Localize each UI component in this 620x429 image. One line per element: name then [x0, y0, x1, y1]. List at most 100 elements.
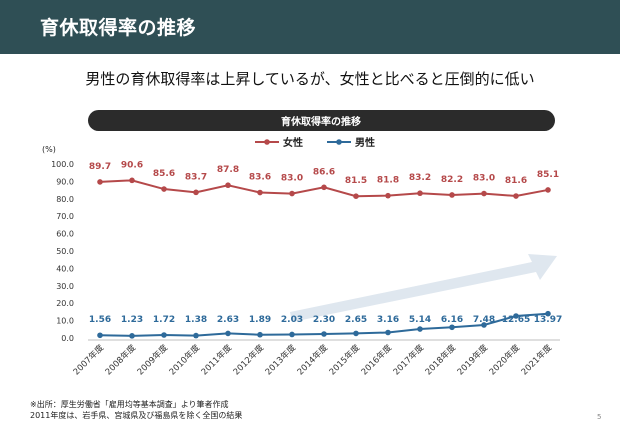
data-point: [257, 331, 263, 338]
data-point: [97, 332, 103, 339]
data-label: 1.38: [185, 315, 207, 325]
footnote-note: 2011年度は、岩手県、宮城県及び福島県を除く全国の結果: [30, 411, 243, 420]
data-point: [225, 330, 231, 337]
x-tick-label: 2012年度: [231, 342, 266, 377]
y-axis-unit: (%): [42, 145, 56, 154]
y-tick-label: 70.0: [56, 212, 74, 221]
data-label: 81.5: [345, 176, 367, 186]
data-point: [417, 326, 423, 332]
data-label: 6.16: [441, 315, 463, 325]
data-point: [513, 193, 519, 199]
y-tick-label: 90.0: [56, 177, 74, 186]
y-tick-label: 0.0: [61, 334, 74, 343]
slide-subtitle: 男性の育休取得率は上昇しているが、女性と比べると圧倒的に低い: [85, 70, 535, 88]
data-label: 2.63: [217, 315, 239, 325]
y-tick-label: 10.0: [56, 317, 74, 326]
x-tick-label: 2018年度: [423, 342, 458, 377]
data-label: 89.7: [89, 162, 111, 172]
data-label: 83.0: [281, 174, 303, 184]
data-point: [545, 310, 551, 317]
data-point: [385, 192, 391, 199]
slide-title: 育休取得率の推移: [40, 17, 197, 39]
legend-label: 男性: [355, 136, 375, 149]
data-point: [257, 189, 263, 196]
footnote-source: ※出所：厚生労働省「雇用均等基本調査」より筆者作成: [30, 400, 229, 409]
data-label: 1.72: [153, 315, 175, 325]
data-label: 5.14: [409, 315, 431, 325]
x-tick-label: 2019年度: [455, 342, 490, 377]
data-label: 2.65: [345, 315, 367, 325]
y-tick-label: 50.0: [56, 247, 74, 256]
data-label: 83.6: [249, 173, 271, 183]
y-tick-label: 20.0: [56, 299, 74, 308]
x-tick-label: 2009年度: [135, 342, 170, 377]
data-label: 7.48: [473, 315, 495, 325]
data-label: 81.6: [505, 176, 527, 186]
x-tick-label: 2008年度: [103, 342, 138, 377]
data-label: 1.56: [89, 315, 111, 325]
data-point: [353, 330, 359, 337]
data-point: [481, 190, 487, 197]
data-label: 2.30: [313, 315, 335, 325]
x-tick-label: 2014年度: [295, 342, 330, 377]
data-label: 85.1: [537, 170, 559, 180]
data-point: [289, 331, 295, 338]
y-tick-label: 80.0: [56, 195, 74, 204]
chart-title-bar: [88, 110, 555, 131]
data-point: [161, 186, 167, 192]
x-tick-label: 2013年度: [263, 342, 298, 377]
data-point: [513, 313, 519, 319]
x-tick-label: 2011年度: [199, 342, 234, 377]
data-label: 1.23: [121, 315, 143, 325]
growth-arrow-icon: [290, 254, 557, 322]
data-point: [193, 189, 199, 196]
x-tick-label: 2015年度: [327, 342, 362, 377]
data-point: [481, 322, 487, 328]
data-point: [417, 190, 423, 197]
data-point: [97, 179, 103, 185]
x-tick-label: 2016年度: [359, 342, 394, 377]
legend-marker: [336, 139, 342, 145]
y-tick-label: 40.0: [56, 264, 74, 273]
footnote: ※出所：厚生労働省「雇用均等基本調査」より筆者作成 2011年度は、岩手県、宮城…: [30, 399, 242, 421]
data-label: 82.2: [441, 175, 463, 185]
data-point: [385, 329, 391, 336]
data-point: [449, 192, 455, 198]
data-point: [449, 324, 455, 331]
data-point: [289, 190, 295, 197]
data-label: 83.2: [409, 173, 431, 183]
chart-title: 育休取得率の推移: [281, 115, 361, 128]
x-tick-label: 2010年度: [167, 342, 202, 377]
data-label: 12.65: [502, 315, 530, 325]
y-tick-label: 100.0: [51, 160, 74, 169]
page-number: 5: [597, 413, 602, 421]
x-tick-label: 2021年度: [519, 342, 554, 377]
data-point: [161, 332, 167, 338]
data-label: 87.8: [217, 165, 239, 175]
data-label: 90.6: [121, 160, 143, 170]
data-point: [129, 333, 135, 339]
x-tick-label: 2007年度: [71, 342, 106, 377]
data-label: 85.6: [153, 169, 175, 179]
data-point: [129, 177, 135, 184]
y-tick-label: 60.0: [56, 230, 74, 239]
data-point: [545, 187, 551, 193]
x-tick-label: 2017年度: [391, 342, 426, 377]
data-label: 2.03: [281, 315, 303, 325]
data-label: 13.97: [534, 315, 562, 325]
data-point: [225, 182, 231, 189]
data-point: [193, 332, 199, 339]
data-label: 86.6: [313, 167, 335, 177]
data-label: 3.16: [377, 315, 399, 325]
slide-header: 育休取得率の推移: [0, 0, 620, 54]
data-label: 83.7: [185, 172, 207, 182]
data-label: 1.89: [249, 315, 271, 325]
legend-marker: [264, 139, 270, 145]
data-point: [321, 331, 327, 337]
x-tick-label: 2020年度: [487, 342, 522, 377]
data-label: 83.0: [473, 174, 495, 184]
data-point: [353, 193, 359, 199]
data-label: 81.8: [377, 176, 399, 186]
y-tick-label: 30.0: [56, 282, 74, 291]
